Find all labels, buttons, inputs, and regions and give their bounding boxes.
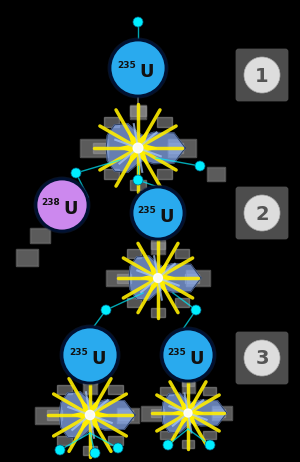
Polygon shape — [130, 105, 146, 119]
Polygon shape — [182, 382, 194, 393]
Polygon shape — [35, 407, 61, 424]
Polygon shape — [93, 143, 108, 153]
Polygon shape — [186, 270, 210, 286]
Polygon shape — [83, 446, 97, 456]
Polygon shape — [175, 249, 189, 258]
Circle shape — [55, 445, 65, 455]
Polygon shape — [160, 387, 173, 395]
Polygon shape — [130, 106, 146, 116]
Circle shape — [71, 168, 81, 178]
Circle shape — [184, 409, 192, 417]
Polygon shape — [160, 431, 173, 439]
Text: 1: 1 — [255, 67, 269, 85]
Polygon shape — [151, 409, 164, 417]
Polygon shape — [16, 249, 38, 266]
Polygon shape — [119, 132, 157, 164]
Circle shape — [110, 40, 166, 96]
Polygon shape — [30, 227, 50, 243]
Text: 235: 235 — [117, 61, 136, 70]
Circle shape — [85, 410, 94, 419]
Polygon shape — [104, 170, 119, 179]
Polygon shape — [108, 436, 123, 445]
Circle shape — [133, 175, 143, 185]
Polygon shape — [106, 270, 130, 286]
Polygon shape — [168, 143, 183, 153]
Polygon shape — [83, 375, 97, 384]
Polygon shape — [212, 409, 225, 417]
Polygon shape — [72, 400, 108, 431]
Circle shape — [205, 440, 215, 450]
Text: 3: 3 — [255, 349, 269, 369]
Polygon shape — [207, 167, 225, 181]
Text: 235: 235 — [167, 348, 186, 357]
Circle shape — [244, 195, 280, 231]
Polygon shape — [57, 385, 72, 395]
Polygon shape — [175, 298, 189, 307]
Polygon shape — [104, 116, 119, 127]
Circle shape — [244, 57, 280, 93]
Text: 235: 235 — [69, 348, 88, 357]
Text: U: U — [139, 63, 154, 81]
Circle shape — [36, 179, 88, 231]
Polygon shape — [47, 410, 62, 419]
Circle shape — [101, 305, 111, 315]
Polygon shape — [185, 274, 199, 282]
Text: U: U — [91, 350, 106, 368]
Polygon shape — [168, 139, 196, 157]
Circle shape — [163, 440, 173, 450]
Polygon shape — [141, 263, 175, 293]
FancyBboxPatch shape — [236, 49, 288, 101]
Text: U: U — [189, 350, 203, 368]
Polygon shape — [203, 431, 216, 439]
Polygon shape — [151, 239, 165, 249]
Polygon shape — [117, 274, 131, 282]
FancyBboxPatch shape — [236, 332, 288, 384]
Circle shape — [154, 274, 162, 282]
Polygon shape — [83, 382, 97, 394]
Polygon shape — [173, 400, 203, 426]
Polygon shape — [106, 124, 185, 172]
Polygon shape — [151, 242, 165, 254]
Polygon shape — [129, 256, 201, 300]
Polygon shape — [151, 308, 165, 316]
Circle shape — [133, 17, 143, 27]
Circle shape — [113, 443, 123, 453]
Polygon shape — [118, 410, 133, 419]
Circle shape — [132, 187, 184, 239]
Polygon shape — [127, 249, 141, 258]
Text: 238: 238 — [41, 198, 60, 207]
Polygon shape — [182, 378, 194, 386]
Polygon shape — [127, 298, 141, 307]
Polygon shape — [141, 406, 163, 420]
Polygon shape — [80, 139, 108, 157]
Polygon shape — [182, 439, 194, 448]
Polygon shape — [212, 406, 232, 420]
FancyBboxPatch shape — [236, 187, 288, 239]
Polygon shape — [162, 393, 227, 433]
Circle shape — [133, 143, 143, 153]
Text: U: U — [63, 200, 77, 218]
Text: 235: 235 — [137, 206, 156, 215]
Polygon shape — [203, 387, 216, 395]
Circle shape — [244, 340, 280, 376]
Circle shape — [162, 329, 214, 381]
Polygon shape — [59, 392, 135, 438]
Polygon shape — [130, 181, 146, 190]
Polygon shape — [108, 385, 123, 395]
Polygon shape — [157, 170, 172, 179]
Polygon shape — [157, 116, 172, 127]
Circle shape — [90, 448, 100, 458]
Polygon shape — [117, 407, 139, 423]
Circle shape — [191, 305, 201, 315]
Text: U: U — [159, 208, 173, 226]
Circle shape — [62, 327, 118, 383]
Circle shape — [195, 161, 205, 171]
Text: 2: 2 — [255, 205, 269, 224]
Polygon shape — [57, 436, 72, 445]
